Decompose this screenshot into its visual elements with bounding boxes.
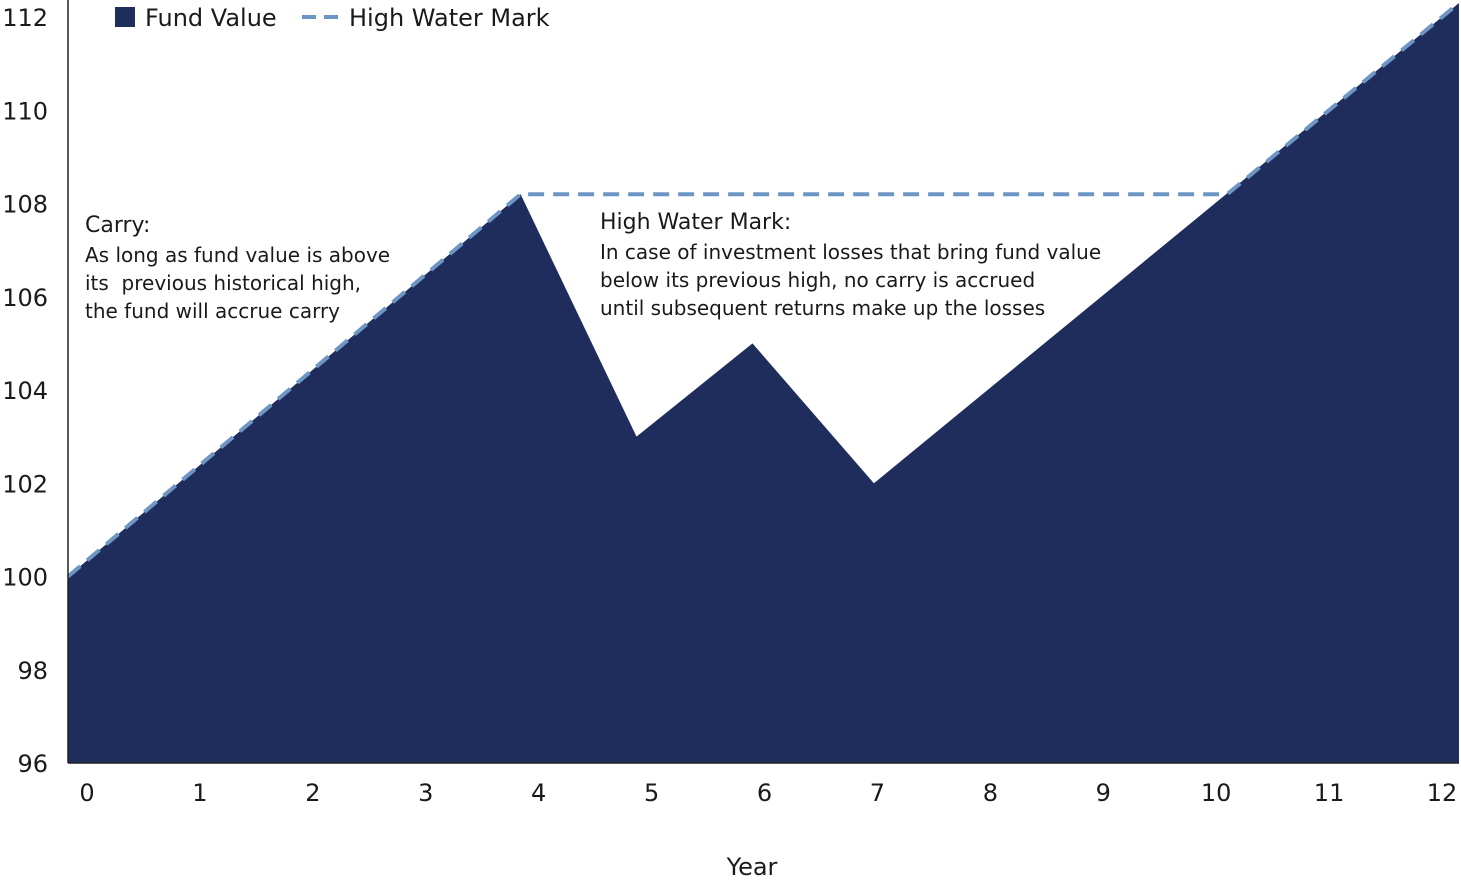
x-tick-label: 7 (870, 779, 885, 807)
legend-swatch-fund-value (115, 7, 135, 27)
y-tick-label: 102 (2, 470, 48, 498)
y-axis-ticks: 96 98 100 102 104 106 108 110 112 (2, 4, 48, 778)
x-tick-label: 0 (79, 779, 94, 807)
x-tick-label: 2 (305, 779, 320, 807)
plot-area (68, 3, 1459, 763)
y-tick-label: 104 (2, 377, 48, 405)
legend-label-high-water-mark: High Water Mark (349, 4, 550, 32)
x-tick-label: 5 (644, 779, 659, 807)
x-tick-label: 3 (418, 779, 433, 807)
annotation-hwm-line: In case of investment losses that bring … (600, 240, 1101, 264)
y-tick-label: 106 (2, 284, 48, 312)
x-tick-label: 12 (1427, 779, 1458, 807)
annotation-hwm-line: until subsequent returns make up the los… (600, 296, 1045, 320)
annotation-high-water-mark: High Water Mark: In case of investment l… (600, 210, 1101, 320)
x-tick-label: 4 (531, 779, 546, 807)
y-tick-label: 100 (2, 564, 48, 592)
annotation-carry-line: its previous historical high, (85, 271, 361, 295)
legend: Fund Value High Water Mark (115, 4, 550, 32)
y-tick-label: 96 (17, 750, 48, 778)
x-tick-label: 9 (1096, 779, 1111, 807)
y-tick-label: 112 (2, 4, 48, 32)
x-tick-label: 11 (1314, 779, 1345, 807)
x-axis-ticks: 0 1 2 3 4 5 6 7 8 9 10 11 12 (79, 779, 1457, 807)
y-tick-label: 110 (2, 97, 48, 125)
annotation-carry: Carry: As long as fund value is above it… (85, 213, 390, 323)
legend-label-fund-value: Fund Value (145, 4, 277, 32)
annotation-hwm-line: below its previous high, no carry is acc… (600, 268, 1035, 292)
x-tick-label: 10 (1201, 779, 1232, 807)
x-tick-label: 1 (192, 779, 207, 807)
annotation-carry-title: Carry: (85, 213, 150, 238)
y-tick-label: 98 (17, 657, 48, 685)
fund-value-area (68, 3, 1459, 763)
annotation-carry-line: As long as fund value is above (85, 243, 390, 267)
x-tick-label: 6 (757, 779, 772, 807)
y-tick-label: 108 (2, 191, 48, 219)
x-axis-title: Year (726, 853, 778, 881)
annotation-hwm-title: High Water Mark: (600, 210, 791, 235)
x-tick-label: 8 (983, 779, 998, 807)
annotation-carry-line: the fund will accrue carry (85, 299, 340, 323)
